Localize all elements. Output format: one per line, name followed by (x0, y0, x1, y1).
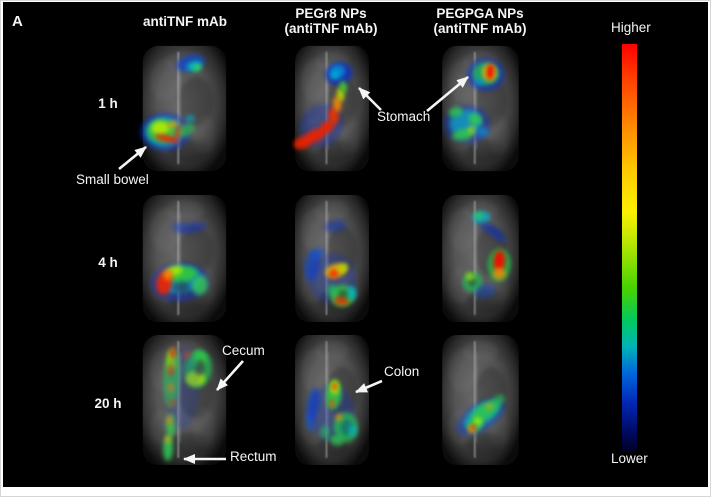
annotation-stomach: Stomach (377, 109, 431, 124)
scan-antitnf-mab-1h (136, 44, 233, 173)
column-header-pegpga-nps-sublabel: (antiTNF mAb) (433, 21, 527, 36)
scan-pegr8-nps-1h (289, 44, 375, 173)
annotation-cecum: Cecum (222, 343, 265, 358)
colorbar-higher-label: Higher (611, 20, 651, 35)
column-header-pegr8-nps-sublabel: (antiTNF mAb) (284, 21, 378, 36)
column-header-pegr8-nps-label: PEGr8 NPs (295, 6, 367, 21)
scan-pegpga-nps-20h (436, 333, 525, 467)
colorbar-gradient (622, 44, 637, 452)
scan-antitnf-mab-20h (136, 333, 233, 467)
annotation-rectum: Rectum (230, 449, 277, 464)
column-header-pegpga-nps: PEGPGA NPs (antiTNF mAb) (415, 6, 545, 36)
annotation-colon: Colon (384, 364, 420, 379)
annotation-small-bowel: Small bowel (76, 172, 149, 187)
colorbar-lower-label: Lower (611, 451, 648, 466)
row-label-1h: 1 h (98, 96, 118, 111)
column-header-antitnf-mab: antiTNF mAb (120, 14, 250, 29)
panel-label: A (12, 13, 23, 30)
row-label-4h: 4 h (98, 255, 118, 270)
row-label-20h: 20 h (94, 396, 122, 411)
scan-antitnf-mab-4h (136, 193, 233, 324)
scan-pegr8-nps-4h (289, 193, 375, 324)
column-header-pegr8-nps: PEGr8 NPs (antiTNF mAb) (266, 6, 396, 36)
column-header-pegpga-nps-label: PEGPGA NPs (436, 6, 524, 21)
scan-pegpga-nps-4h (436, 193, 525, 324)
scan-pegr8-nps-20h (289, 333, 375, 467)
scan-pegpga-nps-1h (436, 44, 525, 173)
column-header-antitnf-mab-label: antiTNF mAb (143, 14, 227, 29)
